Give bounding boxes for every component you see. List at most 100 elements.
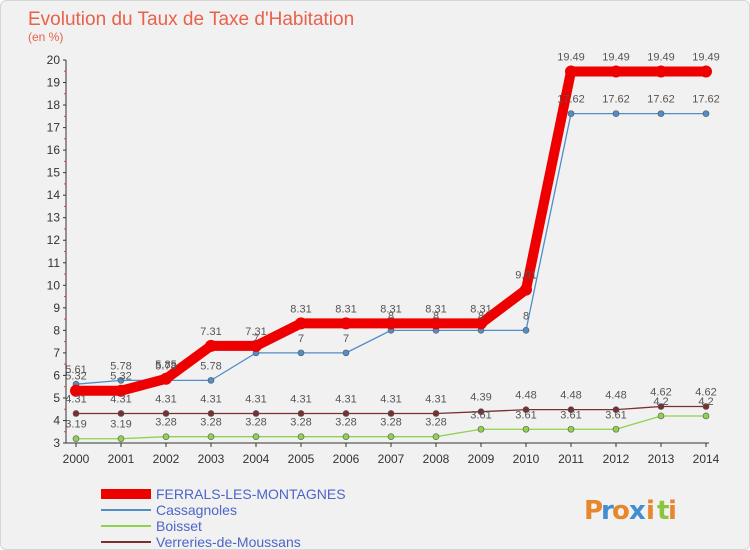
data-label: 5.78 bbox=[155, 360, 176, 372]
data-point bbox=[295, 317, 307, 330]
data-point bbox=[612, 110, 620, 117]
data-label: 17.62 bbox=[692, 94, 720, 106]
data-label: 7 bbox=[298, 333, 304, 345]
data-point bbox=[117, 435, 125, 443]
data-label: 19.49 bbox=[602, 51, 630, 63]
logo-letter: r bbox=[601, 496, 614, 526]
data-label: 4.31 bbox=[65, 393, 86, 405]
data-point bbox=[342, 433, 350, 440]
y-tick-label: 18 bbox=[47, 98, 61, 112]
data-label: 4.31 bbox=[335, 393, 356, 405]
legend-label: Verreries-de-Moussans bbox=[156, 534, 301, 549]
data-point bbox=[250, 339, 262, 352]
data-point bbox=[207, 377, 215, 384]
data-label: 8.31 bbox=[380, 303, 401, 315]
y-tick-label: 16 bbox=[47, 143, 61, 157]
data-label: 8 bbox=[433, 310, 439, 322]
data-labels: 5.32 5.32 5.85 7.31 7.31 8.31 8.31 8.31 8.31 8.31… bbox=[65, 51, 719, 430]
logo-letter: o bbox=[612, 496, 630, 526]
x-tick-label: 2004 bbox=[243, 452, 270, 466]
data-label: 19.49 bbox=[557, 51, 585, 63]
data-point bbox=[162, 410, 170, 417]
y-tick-label: 8 bbox=[53, 323, 60, 337]
data-label: 8 bbox=[478, 310, 484, 322]
data-label: 8.31 bbox=[290, 303, 311, 315]
x-tick-label: 2012 bbox=[603, 452, 630, 466]
data-point bbox=[565, 65, 577, 78]
data-label: 5.61 bbox=[65, 364, 86, 376]
data-point bbox=[655, 65, 667, 78]
data-point bbox=[612, 425, 620, 433]
data-label: 3.28 bbox=[335, 417, 356, 429]
data-point bbox=[432, 410, 440, 417]
data-label: 3.28 bbox=[155, 417, 176, 429]
y-tick-label: 11 bbox=[48, 256, 61, 270]
logo-letter: i bbox=[646, 496, 655, 526]
series-layer bbox=[70, 65, 712, 443]
data-point bbox=[207, 433, 215, 440]
y-tick-label: 19 bbox=[47, 76, 61, 90]
x-tick-label: 2002 bbox=[153, 452, 180, 466]
x-tick-label: 2005 bbox=[288, 452, 315, 466]
legend-label: Boisset bbox=[156, 518, 202, 534]
data-label: 7 bbox=[343, 333, 349, 345]
series-line bbox=[76, 66, 706, 396]
series-line bbox=[75, 112, 706, 385]
data-label: 3.61 bbox=[560, 409, 581, 421]
y-tick-label: 15 bbox=[47, 166, 61, 180]
data-label: 4.31 bbox=[110, 393, 131, 405]
data-label: 4.31 bbox=[155, 393, 176, 405]
data-point bbox=[72, 435, 80, 443]
x-tick-label: 2001 bbox=[108, 452, 135, 466]
data-label: 4.31 bbox=[200, 393, 221, 405]
data-point bbox=[567, 110, 575, 117]
data-label: 5.85 bbox=[155, 359, 176, 371]
data-point bbox=[70, 384, 82, 397]
data-point bbox=[657, 403, 665, 410]
data-label: 3.61 bbox=[470, 409, 491, 421]
data-point bbox=[340, 317, 352, 330]
data-label: 3.19 bbox=[110, 419, 131, 431]
data-label: 3.61 bbox=[515, 409, 536, 421]
data-point bbox=[297, 410, 305, 417]
x-tick-label: 2008 bbox=[423, 452, 450, 466]
logo-letter: i bbox=[668, 496, 677, 526]
data-label: 5.78 bbox=[200, 360, 221, 372]
data-label: 19.49 bbox=[692, 51, 720, 63]
data-label: 8.31 bbox=[335, 303, 356, 315]
legend-label: Cassagnoles bbox=[156, 502, 237, 518]
data-point bbox=[610, 65, 622, 78]
data-point bbox=[205, 339, 217, 352]
x-tick-label: 2009 bbox=[468, 452, 495, 466]
data-label: 4.31 bbox=[380, 393, 401, 405]
x-tick-label: 2000 bbox=[63, 452, 90, 466]
x-tick-label: 2014 bbox=[693, 452, 720, 466]
data-point bbox=[702, 403, 710, 410]
data-point bbox=[477, 425, 485, 433]
data-label: 8.31 bbox=[425, 303, 446, 315]
data-label: 4.31 bbox=[245, 393, 266, 405]
data-label: 8 bbox=[388, 310, 394, 322]
x-tick-label: 2010 bbox=[513, 452, 540, 466]
y-tick-label: 6 bbox=[53, 368, 60, 382]
data-label: 5.78 bbox=[110, 360, 131, 372]
legend-label: FERRALS-LES-MONTAGNES bbox=[156, 486, 346, 502]
data-point bbox=[387, 410, 395, 417]
data-point bbox=[657, 412, 665, 420]
y-tick-label: 13 bbox=[47, 211, 61, 225]
legend: FERRALS-LES-MONTAGNESCassagnolesBoissetV… bbox=[101, 486, 346, 549]
data-point bbox=[72, 410, 80, 417]
axes: 3 4 5 6 7 8 9 10 11 12 13 14 15 16 17 18 19 20 2000 2001 200… bbox=[47, 53, 720, 466]
data-label: 17.62 bbox=[557, 94, 585, 106]
data-point bbox=[612, 406, 620, 413]
data-label: 4.48 bbox=[560, 390, 581, 402]
data-label: 3.61 bbox=[605, 409, 626, 421]
y-tick-label: 17 bbox=[47, 121, 61, 135]
data-label: 4.2 bbox=[653, 396, 668, 408]
data-label: 3.28 bbox=[245, 417, 266, 429]
data-label: 4.62 bbox=[650, 387, 671, 399]
data-point bbox=[207, 410, 215, 417]
data-point bbox=[297, 433, 305, 440]
logo-letter: P bbox=[584, 496, 603, 526]
